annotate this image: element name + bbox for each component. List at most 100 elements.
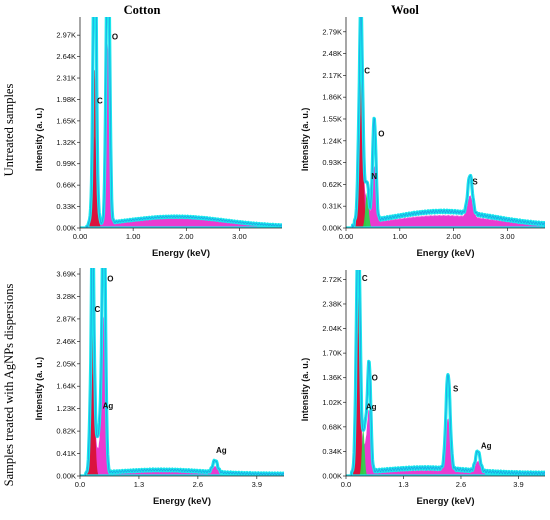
y-tick-label: 0.33K xyxy=(56,202,76,211)
y-tick-label: 0.62K xyxy=(322,180,342,189)
y-tick-label: 2.72K xyxy=(322,275,342,284)
red-spectrum xyxy=(80,295,284,476)
y-axis-label: Intensity (a. u.) xyxy=(34,108,44,172)
y-tick-label: 2.38K xyxy=(322,299,342,308)
y-tick-label: 2.87K xyxy=(56,314,76,323)
y-tick-label: 0.41K xyxy=(56,449,76,458)
y-tick-label: 0.34K xyxy=(322,447,342,456)
x-tick-label: 0.00 xyxy=(339,232,354,241)
y-tick-label: 0.99K xyxy=(56,159,76,168)
peak-label-s: S xyxy=(472,177,478,186)
y-axis-label: Intensity (a. u.) xyxy=(300,108,310,172)
spectrum-outline xyxy=(80,17,282,228)
y-axis-label: Intensity (a. u.) xyxy=(34,357,44,421)
x-tick-label: 3.00 xyxy=(500,232,515,241)
plot-area xyxy=(346,270,545,476)
cyan-spectrum xyxy=(346,17,545,228)
y-tick-label: 0.00K xyxy=(322,472,342,481)
y-tick-label: 0.93K xyxy=(322,158,342,167)
row-header-untreated: Untreated samples xyxy=(2,84,16,177)
y-tick-label: 2.64K xyxy=(56,52,76,61)
y-tick-label: 1.70K xyxy=(322,349,342,358)
peak-label-s: S xyxy=(453,384,459,393)
y-tick-label: 0.66K xyxy=(56,181,76,190)
peak-label-c: C xyxy=(95,305,101,314)
peak-label-o: O xyxy=(372,374,378,383)
peak-label-ag: Ag xyxy=(481,442,492,451)
plot-area xyxy=(80,268,284,476)
x-tick-label: 0.00 xyxy=(73,232,88,241)
spectrum-outline xyxy=(346,17,545,228)
y-tick-label: 2.79K xyxy=(322,27,342,36)
y-tick-label: 0.00K xyxy=(56,224,76,233)
x-tick-label: 2.6 xyxy=(456,480,466,489)
peak-label-o: O xyxy=(112,33,118,42)
panel-cotton-treated: 0.00K 0.41K 0.82K 1.23K 1.64K 2.05K 2.46K 2.87K… xyxy=(34,268,284,507)
x-axis-label: Energy (keV) xyxy=(416,248,474,259)
x-tick-label: 3.9 xyxy=(513,480,523,489)
peak-label-ag: Ag xyxy=(103,402,114,411)
y-tick-label: 2.97K xyxy=(56,31,76,40)
y-axis-label: Intensity (a. u.) xyxy=(300,358,310,422)
plot-area xyxy=(80,17,282,228)
y-tick-label: 3.69K xyxy=(56,270,76,279)
peak-label-c: C xyxy=(97,96,103,105)
column-header-cotton: Cotton xyxy=(124,3,161,17)
row-header-treated: Samples treated with AgNPs dispersions xyxy=(2,283,16,486)
x-tick-label: 1.00 xyxy=(392,232,407,241)
y-tick-label: 2.46K xyxy=(56,337,76,346)
spectrum-outline xyxy=(80,268,284,476)
x-axis-label: Energy (keV) xyxy=(153,496,211,507)
y-tick-label: 1.55K xyxy=(322,114,342,123)
peak-label-o: O xyxy=(378,130,384,139)
peak-label-ag: Ag xyxy=(366,403,377,412)
peak-label-c: C xyxy=(364,66,370,75)
x-axis-label: Energy (keV) xyxy=(152,248,210,259)
x-tick-label: 1.3 xyxy=(134,480,144,489)
column-header-wool: Wool xyxy=(391,3,419,17)
y-tick-label: 2.48K xyxy=(322,49,342,58)
y-tick-label: 2.05K xyxy=(56,359,76,368)
x-tick-label: 1.3 xyxy=(398,480,408,489)
plot-area xyxy=(346,17,545,228)
y-tick-label: 0.00K xyxy=(322,224,342,233)
x-tick-label: 3.9 xyxy=(252,480,262,489)
x-tick-label: 0.0 xyxy=(341,480,351,489)
x-tick-label: 0.0 xyxy=(75,480,85,489)
magenta-spectrum xyxy=(80,316,284,476)
x-tick-label: 2.00 xyxy=(446,232,461,241)
y-tick-label: 0.68K xyxy=(322,422,342,431)
y-tick-label: 0.82K xyxy=(56,427,76,436)
y-tick-label: 0.31K xyxy=(322,202,342,211)
green-spectrum-0 xyxy=(346,429,545,476)
panel-wool-untreated: 0.00K 0.31K 0.62K 0.93K 1.24K 1.55K 1.86K 2.17K… xyxy=(300,17,545,259)
y-tick-label: 1.36K xyxy=(322,373,342,382)
y-tick-label: 3.28K xyxy=(56,292,76,301)
peak-label-n: N xyxy=(371,172,377,181)
x-tick-label: 1.00 xyxy=(126,232,141,241)
x-tick-label: 2.6 xyxy=(193,480,203,489)
spectrum-outline xyxy=(346,270,545,476)
y-tick-label: 2.04K xyxy=(322,324,342,333)
x-tick-label: 2.00 xyxy=(179,232,194,241)
y-tick-label: 0.00K xyxy=(56,472,76,481)
x-tick-label: 3.00 xyxy=(232,232,247,241)
peak-label-c: C xyxy=(362,274,368,283)
y-tick-label: 1.24K xyxy=(322,136,342,145)
y-tick-label: 1.98K xyxy=(56,95,76,104)
y-tick-label: 2.17K xyxy=(322,71,342,80)
panel-cotton-untreated: 0.00K 0.33K 0.66K 0.99K 1.32K 1.65K 1.98K 2.31K… xyxy=(34,17,282,259)
y-tick-label: 1.02K xyxy=(322,398,342,407)
y-tick-label: 1.23K xyxy=(56,404,76,413)
x-axis-label: Energy (keV) xyxy=(416,496,474,507)
peak-label-o: O xyxy=(107,275,113,284)
peak-label-ag: Ag xyxy=(216,446,227,455)
y-tick-label: 1.64K xyxy=(56,382,76,391)
y-tick-label: 1.65K xyxy=(56,116,76,125)
y-tick-label: 1.32K xyxy=(56,138,76,147)
green-spectrum-0 xyxy=(346,192,545,228)
panel-wool-treated: 0.00K 0.34K 0.68K 1.02K 1.36K 1.70K 2.04K 2.38K… xyxy=(300,270,545,507)
y-tick-label: 2.31K xyxy=(56,74,76,83)
